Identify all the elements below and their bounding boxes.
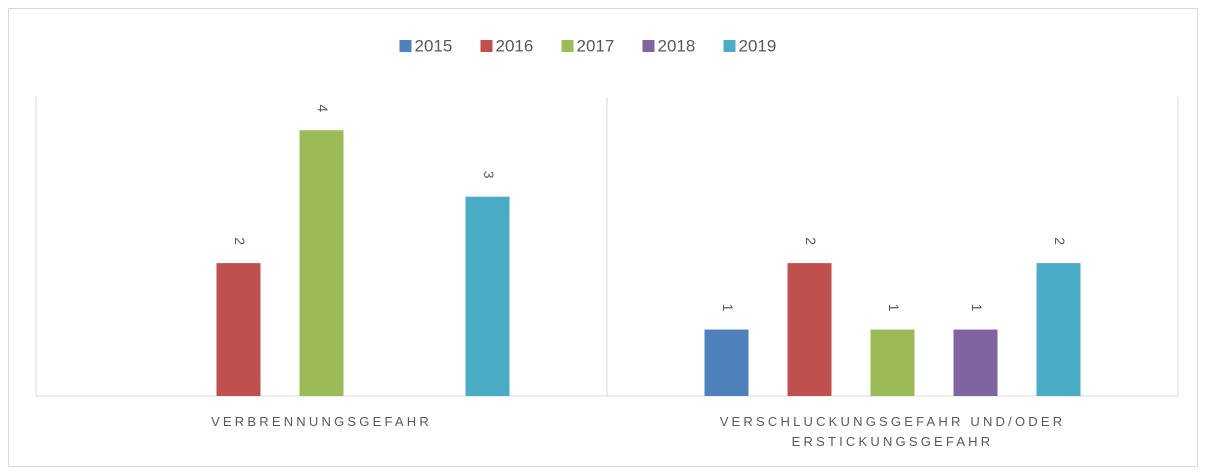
data-label: 2: [232, 237, 248, 245]
x-tick-label: VERBRENNUNGSGEFAHR: [211, 414, 432, 429]
legend-label: 2017: [577, 36, 615, 55]
bar: [465, 196, 510, 396]
bar: [216, 263, 261, 396]
data-label: 2: [1052, 237, 1068, 245]
bar: [787, 263, 832, 396]
bar: [870, 329, 915, 396]
data-label: 3: [481, 171, 497, 179]
legend-label: 2018: [658, 36, 696, 55]
legend-swatch: [561, 40, 574, 52]
legend-swatch: [642, 40, 655, 52]
bar: [1036, 263, 1081, 396]
bar: [704, 329, 749, 396]
data-label: 4: [315, 104, 331, 112]
x-tick-label: VERSCHLUCKUNGSGEFAHR UND/ODER ERSTICKUNG…: [719, 414, 1066, 449]
data-label: 1: [969, 304, 985, 312]
legend-label: 2016: [496, 36, 534, 55]
bar: [953, 329, 998, 396]
chart-border: [8, 8, 1198, 467]
legend-swatch: [480, 40, 493, 52]
data-label: 1: [886, 304, 902, 312]
legend-label: 2019: [739, 36, 777, 55]
data-label: 2: [803, 237, 819, 245]
legend-swatch: [723, 40, 736, 52]
legend-swatch: [399, 40, 412, 52]
bar: [299, 130, 344, 396]
data-label: 1: [720, 304, 736, 312]
legend-label: 2015: [415, 36, 453, 55]
